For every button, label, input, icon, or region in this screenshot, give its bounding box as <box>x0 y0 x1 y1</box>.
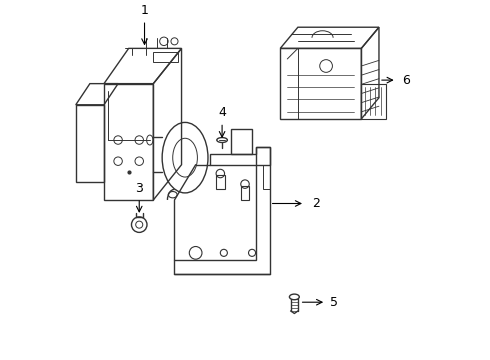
Text: 3: 3 <box>135 182 143 195</box>
Text: 4: 4 <box>218 106 226 119</box>
Text: 6: 6 <box>402 73 410 87</box>
Text: 2: 2 <box>312 197 320 210</box>
Text: 1: 1 <box>141 4 148 17</box>
Text: 5: 5 <box>330 296 338 309</box>
